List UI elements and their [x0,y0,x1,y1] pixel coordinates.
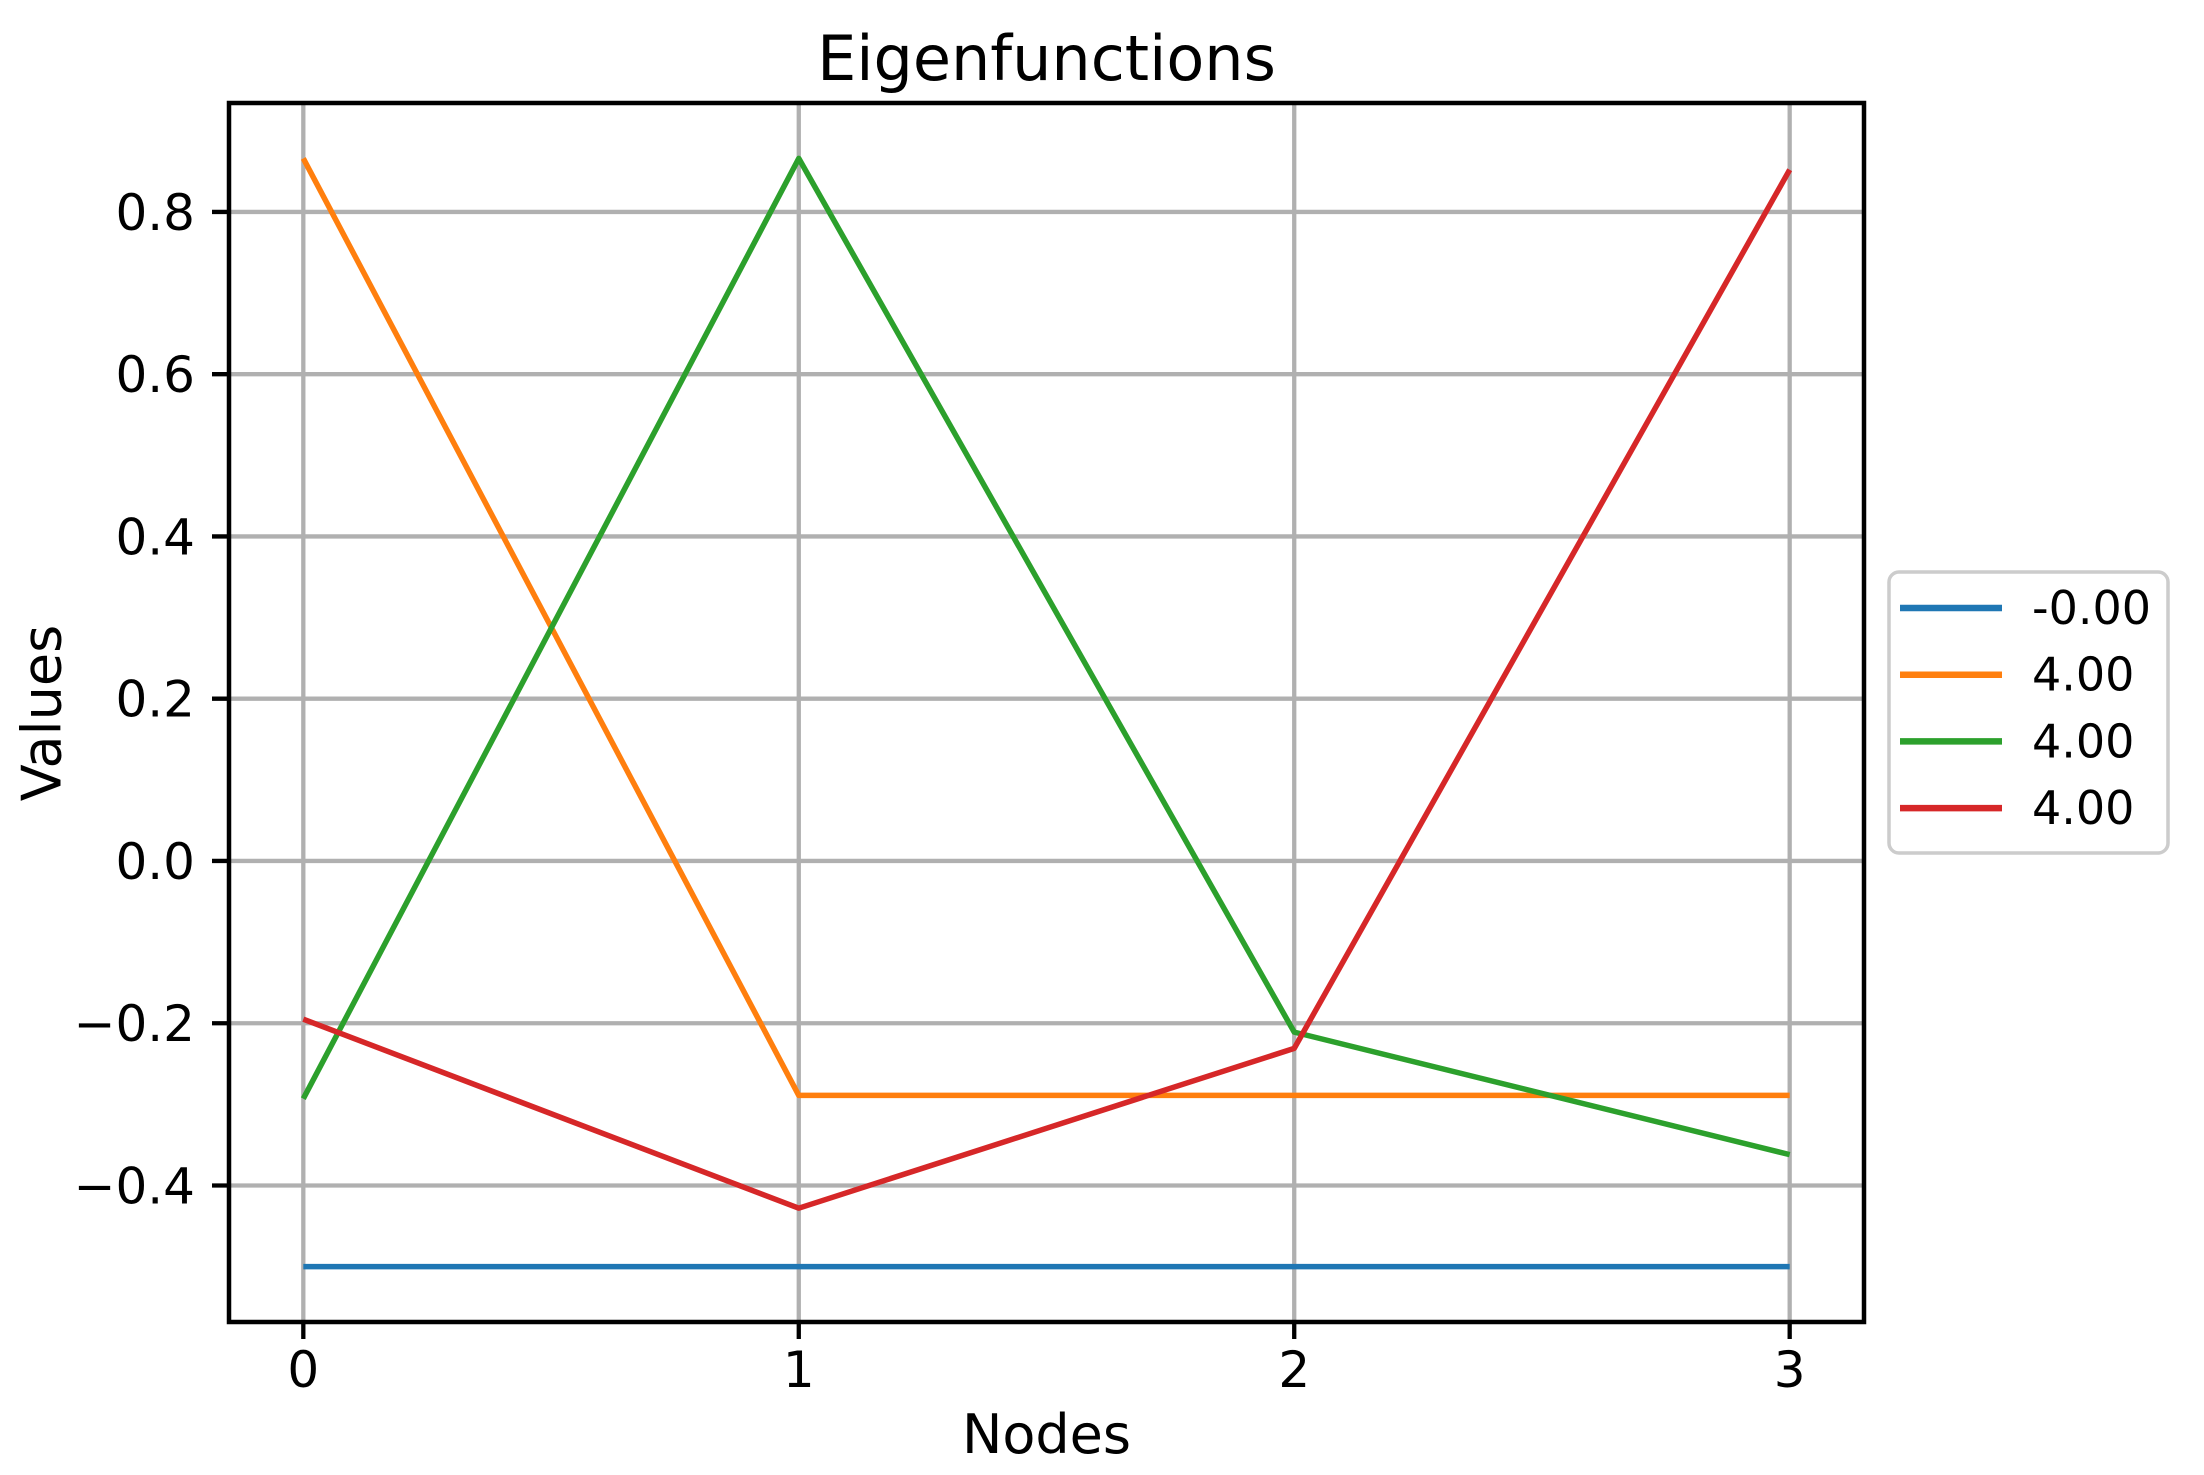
series-line-1 [300,157,1790,1099]
x-tick-label-1: 1 [783,1341,815,1399]
y-tick-label-0: 0.8 [115,184,195,242]
legend-box [1887,570,2170,855]
axes-frame [226,100,1867,1325]
chart-title: Eigenfunctions [817,22,1276,95]
legend-label-0: -0.00 [2032,581,2151,635]
legend-label-1: 4.00 [2032,648,2134,702]
series-line-2 [300,155,1791,1158]
series-line-3 [302,168,1793,1211]
y-tick-label-5: −0.2 [74,995,195,1053]
y-tick-label-3: 0.2 [115,671,195,729]
x-tick-label-2: 2 [1278,1341,1310,1399]
y-tick-label-4: 0.0 [115,833,195,891]
x-tick-label-0: 0 [287,1341,319,1399]
legend-label-2: 4.00 [2032,714,2134,768]
y-tick-label-2: 0.4 [115,508,195,566]
y-axis-label: Values [10,624,74,802]
y-tick-label-1: 0.6 [115,346,195,404]
legend-label-3: 4.00 [2032,781,2134,835]
y-tick-label-6: −0.4 [74,1157,195,1215]
x-axis-label: Nodes [961,1403,1132,1466]
x-tick-label-3: 3 [1774,1341,1806,1399]
